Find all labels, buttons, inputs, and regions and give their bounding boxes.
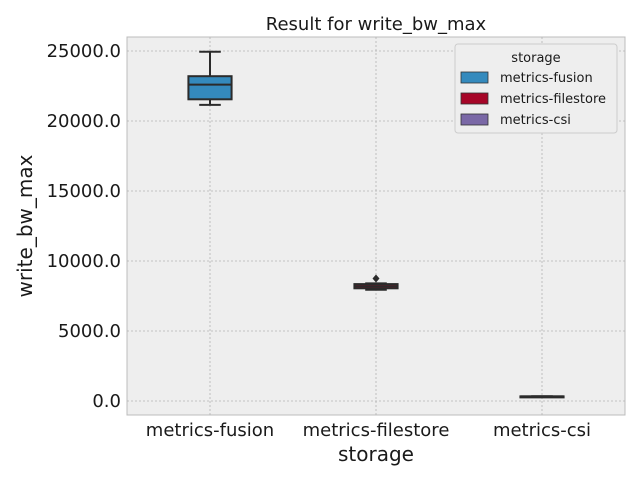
y-tick-label: 15000.0 <box>47 181 121 202</box>
legend-swatch <box>460 113 489 126</box>
y-tick-label: 20000.0 <box>47 111 121 132</box>
boxes <box>187 50 565 399</box>
x-tick-label: metrics-filestore <box>303 420 450 441</box>
legend-entry-label: metrics-csi <box>500 113 571 128</box>
chart-title: Result for write_bw_max <box>266 14 487 35</box>
box-body <box>187 75 233 101</box>
grid <box>127 37 625 415</box>
legend-entry-label: metrics-filestore <box>500 92 606 107</box>
y-tick-label: 0.0 <box>92 391 121 412</box>
y-tick-label: 5000.0 <box>58 321 121 342</box>
box-metrics-fusion <box>187 50 233 106</box>
y-tick-label: 10000.0 <box>47 251 121 272</box>
y-axis-label: write_bw_max <box>13 154 37 297</box>
legend: storage metrics-fusionmetrics-filestorem… <box>454 43 618 134</box>
x-tick-label: metrics-fusion <box>146 420 274 441</box>
x-ticks: metrics-fusion metrics-filestore metrics-c… <box>146 420 591 441</box>
y-tick-label: 25000.0 <box>47 41 121 62</box>
legend-frame <box>454 43 618 134</box>
legend-swatch <box>460 92 489 105</box>
y-ticks: 0.0 5000.0 10000.0 15000.0 20000.0 25000.0 <box>47 41 121 412</box>
legend-title: storage <box>511 51 560 66</box>
x-tick-label: metrics-csi <box>493 420 591 441</box>
box-metrics-filestore <box>353 274 399 291</box>
legend-entry-label: metrics-fusion <box>500 71 593 86</box>
box-metrics-csi <box>519 395 565 399</box>
outlier-point <box>372 274 380 283</box>
legend-swatch <box>460 71 489 84</box>
x-axis-label: storage <box>338 442 414 466</box>
legend-items: metrics-fusion metrics-filestore metrics-c… <box>460 71 606 128</box>
